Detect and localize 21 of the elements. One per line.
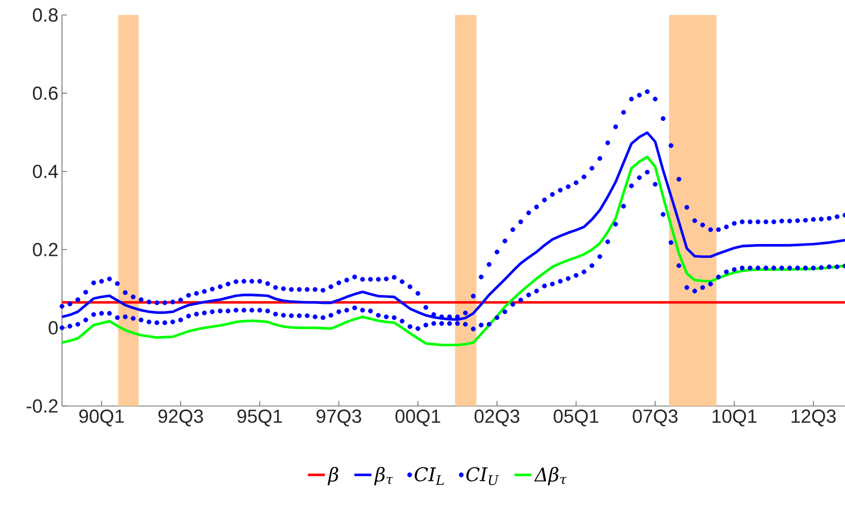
y-tick-label: 0.2	[32, 242, 58, 256]
x-tick-label: 07Q3	[632, 410, 678, 426]
legend-label: β	[328, 466, 338, 486]
legend-label: CI$_{U}$	[466, 467, 499, 486]
legend-label: CI$_{L}$	[414, 467, 444, 485]
legend-label: β$_{τ}$	[374, 466, 394, 486]
legend-label: Δβ$_{τ}$	[534, 466, 567, 486]
y-tick-label: 0	[48, 321, 58, 334]
x-tick-label: 10Q1	[712, 410, 756, 426]
x-tick-label: 02Q3	[474, 410, 520, 426]
y-tick-label: 0.6	[32, 86, 58, 100]
x-tick-label: 95Q1	[237, 410, 282, 426]
x-tick-label: 97Q3	[316, 410, 362, 426]
x-tick-label: 05Q1	[554, 410, 598, 426]
y-tick-label: 0.8	[32, 8, 58, 22]
x-tick-label: 00Q1	[395, 410, 440, 426]
y-tick-label: -0.2	[26, 399, 58, 413]
x-tick-label: 90Q1	[79, 410, 124, 426]
x-tick-label: 12Q3	[792, 410, 836, 426]
y-tick-label: 0.4	[32, 164, 58, 178]
x-tick-label: 92Q3	[158, 410, 203, 426]
